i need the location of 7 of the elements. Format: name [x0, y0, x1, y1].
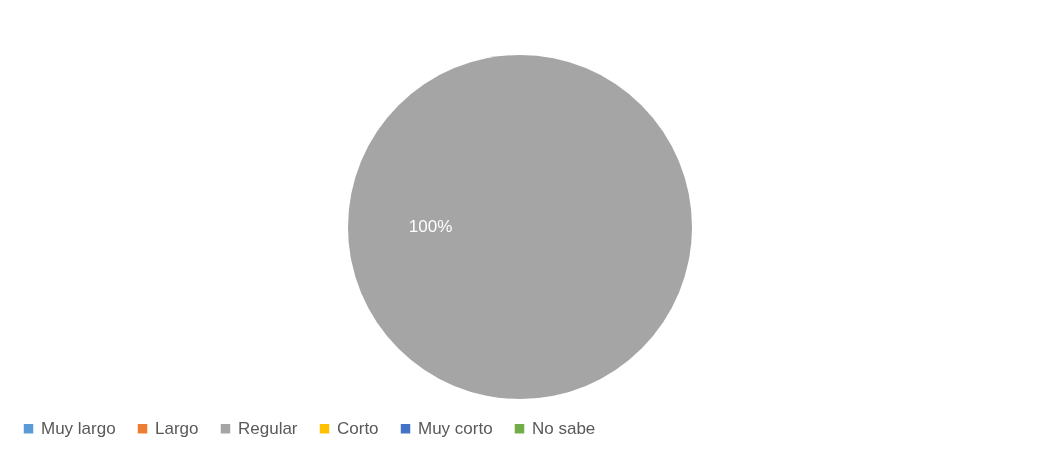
legend-label: Regular — [238, 418, 298, 438]
legend-label: Largo — [155, 418, 199, 438]
legend-label: Muy corto — [418, 418, 493, 438]
data-label: 100% — [408, 217, 453, 236]
legend-label: Corto — [337, 418, 379, 438]
legend-label: No sabe — [532, 418, 596, 438]
legend-label: Muy largo — [41, 418, 116, 438]
